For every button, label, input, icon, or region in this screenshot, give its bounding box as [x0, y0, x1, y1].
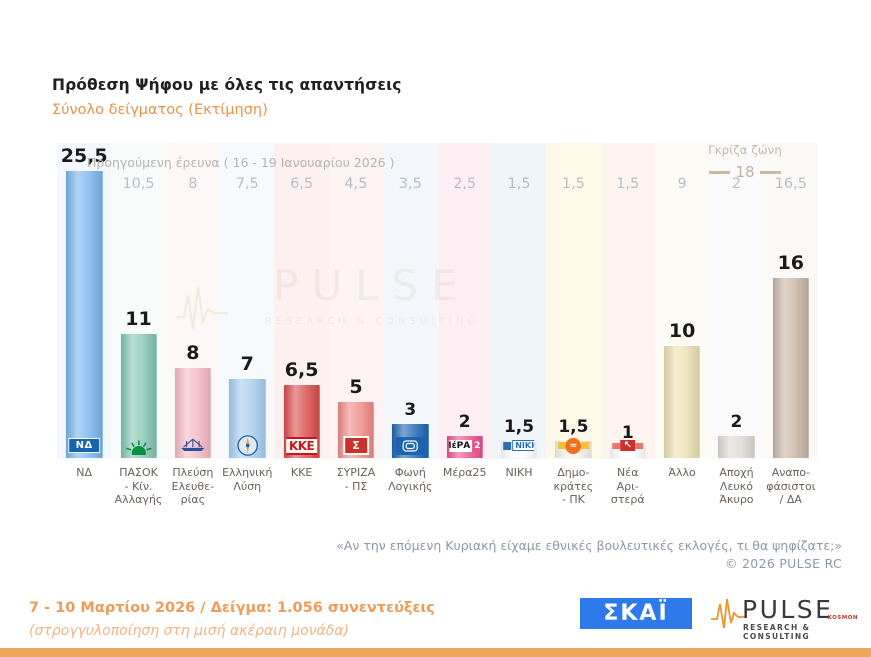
skai-logo: ΣΚΑΪ: [580, 598, 692, 629]
previous-value: 1,5: [561, 176, 585, 192]
party-logo-icon: ≈: [557, 435, 589, 456]
bar-value-label: 1: [621, 422, 634, 443]
previous-value: 9: [677, 176, 687, 192]
x-axis-label: ΝΔ: [76, 466, 93, 479]
party-logo-icon: [177, 435, 208, 456]
chart-column: 24ΝΔ25,5: [57, 143, 112, 459]
bar-value-label: 10: [668, 319, 696, 342]
bar-value-label: 25,5: [60, 145, 108, 168]
bar-value-label: 11: [125, 308, 152, 331]
chart-column: 2,5 ΜέΡΑ25 2: [437, 143, 492, 459]
x-axis-label: Δημο-κράτες - ΠΚ: [553, 466, 594, 506]
chart-column: 16,5 16: [763, 143, 818, 459]
pulse-kosmon-text: KOSMON: [827, 615, 858, 621]
chart-column: 10,5 11: [111, 143, 166, 459]
x-axis-labels: ΝΔ ΠΑΣΟΚ - Κίν. Αλλαγής Πλεύση Ελευθε-ρίας Ελλ…: [57, 466, 818, 524]
chart-bar: ΚΚΕ: [283, 384, 320, 458]
x-axis-label: ΝΙΚΗ: [505, 466, 533, 479]
chart-bar: [772, 278, 809, 458]
chart-bar: ≈: [555, 437, 592, 458]
x-axis-label: ΠΑΣΟΚ - Κίν. Αλλαγής: [114, 466, 163, 506]
page-subtitle: Σύνολο δείγματος (Εκτίμηση): [52, 102, 268, 118]
x-axis-label: Ελληνική Λύση: [222, 466, 273, 493]
chart-bar: [718, 435, 755, 458]
chart-bar: ΝΙΚΗ: [500, 440, 538, 458]
chart-bar: [174, 368, 212, 458]
previous-value: 1,5: [507, 176, 531, 192]
party-logo-icon: ΚΚΕ: [285, 435, 318, 456]
previous-value: 16,5: [774, 176, 807, 192]
skai-logo-text: ΣΚΑΪ: [603, 601, 669, 626]
previous-value: 1,5: [616, 176, 640, 192]
party-logo-icon: ↖: [612, 435, 644, 456]
chart-column: 7,5 7: [220, 143, 275, 459]
x-axis-label: Πλεύση Ελευθε-ρίας: [171, 466, 215, 506]
pulse-logo: PULSE RESEARCH & CONSULTING KOSMON: [710, 595, 860, 641]
page-title: Πρόθεση Ψήφου με όλες τις απαντήσεις: [52, 76, 402, 94]
x-axis-label: ΚΚΕ: [290, 466, 313, 479]
chart-column: 4,5 Σ 5: [328, 143, 384, 459]
previous-value: 2,5: [453, 176, 477, 192]
copyright-text: © 2026 PULSE RC: [724, 556, 842, 571]
pulse-logo-text: PULSE: [742, 595, 834, 624]
chart-bar: ↖: [609, 440, 646, 458]
previous-value: 4,5: [344, 176, 368, 192]
chart-column: 3,5 3: [383, 143, 438, 459]
x-axis-label: Αποχή Λευκό Άκυρο: [719, 466, 754, 506]
previous-survey-label: Προηγούμενη έρευνα ( 16 - 19 Ιανουαρίου …: [87, 155, 395, 170]
rounding-note: (στρογγυλοποίηση στη μισή ακέραιη μονάδα…: [29, 623, 350, 639]
bar-value-label: 2: [730, 411, 743, 432]
bar-value-label: 5: [349, 375, 363, 398]
pulse-logo-subtext: RESEARCH & CONSULTING: [743, 623, 811, 641]
chart-column: 1,5 ≈1,5: [546, 143, 601, 459]
chart-bar: ΝΔ: [66, 171, 103, 458]
previous-value: 7,5: [235, 176, 259, 192]
party-logo-icon: ΜέΡΑ25: [449, 435, 481, 456]
bottom-accent-strip: [0, 648, 871, 657]
x-axis-label: Άλλο: [668, 466, 696, 479]
party-logo-icon: ΝΙΚΗ: [503, 435, 535, 456]
party-logo-icon: [123, 435, 154, 456]
bar-value-label: 2: [458, 411, 471, 432]
party-logo-icon: Σ: [340, 435, 371, 456]
survey-question: «Αν την επόμενη Κυριακή είχαμε εθνικές β…: [336, 538, 842, 553]
bar-value-label: 7: [240, 353, 254, 376]
chart-bar: ΜέΡΑ25: [446, 435, 483, 458]
party-logo-icon: [232, 435, 263, 456]
chart-bar: [229, 379, 266, 458]
x-axis-label: ΣΥΡΙΖΑ - ΠΣ: [336, 466, 376, 493]
previous-value: 2: [731, 176, 742, 192]
chart-bar: [120, 334, 157, 458]
footer-bar: [0, 588, 871, 657]
bar-value-label: 3: [404, 400, 417, 421]
x-axis-label: Φωνή Λογικής: [388, 466, 433, 493]
x-axis-label: Μέρα25: [442, 466, 487, 479]
previous-value: 6,5: [290, 176, 314, 192]
chart-bar: Σ: [337, 401, 375, 458]
party-logo-icon: [395, 435, 426, 456]
previous-value: 8: [188, 176, 198, 192]
bar-value-label: 16: [777, 252, 805, 274]
bar-value-label: 1,5: [503, 417, 535, 438]
x-axis-label: Αναπο-φάσιστοι / ΔΑ: [766, 466, 816, 506]
x-axis-label: Νέα Αρι-στερά: [610, 466, 645, 506]
previous-value: 3,5: [398, 176, 422, 192]
chart-column: 9 10: [654, 143, 710, 459]
chart-column: 6,5 ΚΚΕ 6,5: [274, 143, 329, 459]
bar-value-label: 6,5: [284, 358, 319, 381]
chart-panel: 24ΝΔ25,510,511887,576,5ΚΚΕ6,54,5Σ53,532,…: [57, 143, 818, 459]
pulse-wave-logo-icon: [711, 598, 745, 629]
chart-bar: [663, 345, 701, 458]
chart-bar: [392, 424, 429, 458]
previous-value: 10,5: [122, 176, 155, 192]
bar-value-label: 8: [186, 342, 200, 364]
chart-column: 1,5 ↖ 1: [600, 143, 655, 459]
chart-column: 1,5 ΝΙΚΗ 1,5: [491, 143, 547, 459]
survey-dates: 7 - 10 Μαρτίου 2026 / Δείγμα: 1.056 συνε…: [29, 600, 435, 616]
party-logo-icon: ΝΔ: [68, 435, 100, 456]
bar-value-label: 1,5: [558, 417, 589, 438]
